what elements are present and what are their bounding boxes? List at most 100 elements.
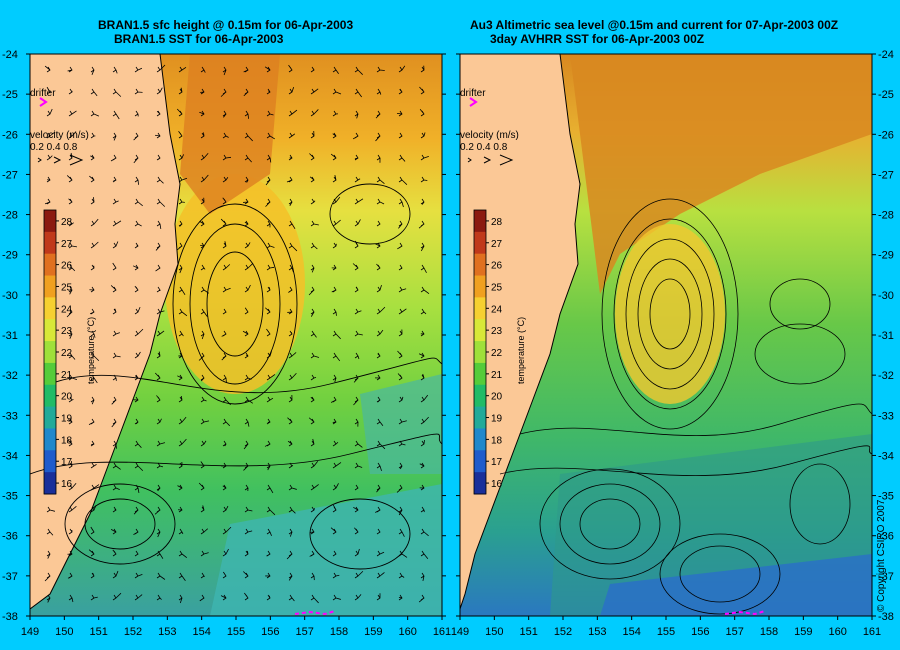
x-tick-label: 161 — [863, 626, 881, 638]
x-tick-label: 150 — [55, 626, 73, 638]
colorbar-swatch — [44, 362, 56, 386]
x-tick-label: 153 — [158, 626, 176, 638]
left-title-line2: BRAN1.5 SST for 06-Apr-2003 — [114, 32, 284, 46]
colorbar-swatch — [474, 362, 486, 386]
colorbar-tick-label: 23 — [491, 326, 503, 337]
x-tick-label: 157 — [295, 626, 313, 638]
y-tick-label: -27 — [2, 169, 18, 181]
colorbar-swatch — [44, 450, 56, 473]
colorbar-swatch — [44, 297, 56, 320]
colorbar-swatch — [44, 253, 56, 277]
left-warm-eddy — [165, 174, 305, 394]
left-velocity-label: velocity (m/s) — [30, 130, 89, 141]
x-tick-label: 155 — [227, 626, 245, 638]
colorbar-tick-label: 24 — [491, 304, 503, 315]
right-velocity-values: 0.2 0.4 0.8 — [460, 142, 508, 153]
right-velocity-label: velocity (m/s) — [460, 130, 519, 141]
right-map-svg: drifter velocity (m/s) 0.2 0.4 0.8 28 27 2… — [460, 54, 872, 616]
x-tick-label: 153 — [588, 626, 606, 638]
x-tick-label: 160 — [398, 626, 416, 638]
left-map-svg: drifter velocity (m/s) 0.2 0.4 0.8 28 27 2… — [30, 54, 442, 616]
colorbar-swatch — [474, 231, 486, 255]
y-tick-label: -34 — [2, 450, 18, 462]
colorbar-tick-label: 16 — [491, 479, 503, 490]
colorbar-tick-label: 22 — [61, 348, 73, 359]
y-tick-label: -25 — [878, 89, 894, 101]
colorbar-swatch — [44, 275, 56, 298]
colorbar-tick-label: 18 — [491, 435, 503, 446]
colorbar-swatch — [474, 472, 486, 495]
x-tick-label: 154 — [192, 626, 210, 638]
colorbar-tick-label: 26 — [491, 261, 503, 272]
x-tick-label: 152 — [554, 626, 572, 638]
colorbar-swatch — [44, 319, 56, 342]
x-tick-label: 156 — [261, 626, 279, 638]
colorbar-tick-label: 21 — [491, 370, 503, 381]
y-tick-label: -28 — [2, 210, 18, 222]
left-velocity-values: 0.2 0.4 0.8 — [30, 142, 78, 153]
x-tick-label: 156 — [691, 626, 709, 638]
colorbar-swatch — [474, 341, 486, 364]
colorbar-swatch — [44, 210, 56, 233]
y-tick-label: -33 — [878, 410, 894, 422]
left-colorbar-label: temperature (°C) — [86, 317, 96, 384]
x-tick-label: 149 — [21, 626, 39, 638]
colorbar-swatch — [474, 210, 486, 233]
y-tick-label: -24 — [878, 49, 894, 61]
y-tick-label: -36 — [2, 531, 18, 543]
x-tick-label: 151 — [519, 626, 537, 638]
colorbar-tick-label: 17 — [491, 457, 503, 468]
colorbar-tick-label: 27 — [491, 239, 503, 250]
colorbar-swatch — [474, 297, 486, 320]
colorbar-tick-label: 25 — [61, 282, 73, 293]
colorbar-tick-label: 19 — [61, 414, 73, 425]
colorbar-swatch — [474, 450, 486, 473]
x-tick-label: 161 — [433, 626, 451, 638]
x-tick-label: 158 — [760, 626, 778, 638]
x-tick-label: 151 — [89, 626, 107, 638]
y-tick-label: -27 — [878, 169, 894, 181]
right-colorbar-label: temperature (°C) — [516, 317, 526, 384]
left-title-line1: BRAN1.5 sfc height @ 0.15m for 06-Apr-20… — [98, 18, 354, 32]
colorbar-tick-label: 26 — [61, 261, 73, 272]
colorbar-swatch — [44, 341, 56, 364]
colorbar-swatch — [474, 428, 486, 451]
x-tick-label: 155 — [657, 626, 675, 638]
colorbar-swatch — [44, 406, 56, 429]
right-title-line1: Au3 Altimetric sea level @0.15m and curr… — [470, 18, 839, 32]
y-tick-label: -31 — [878, 330, 894, 342]
y-tick-label: -35 — [2, 491, 18, 503]
colorbar-swatch — [44, 472, 56, 495]
y-tick-label: -33 — [2, 410, 18, 422]
x-tick-label: 154 — [622, 626, 640, 638]
colorbar-tick-label: 19 — [491, 414, 503, 425]
y-tick-label: -26 — [2, 129, 18, 141]
x-tick-label: 157 — [725, 626, 743, 638]
y-tick-label: -32 — [878, 370, 894, 382]
colorbar-tick-label: 22 — [491, 348, 503, 359]
colorbar-swatch — [474, 275, 486, 298]
colorbar-tick-label: 20 — [61, 392, 73, 403]
x-tick-label: 160 — [828, 626, 846, 638]
right-map-panel: drifter velocity (m/s) 0.2 0.4 0.8 28 27 2… — [460, 54, 872, 616]
y-tick-label: -26 — [878, 129, 894, 141]
y-tick-label: -25 — [2, 89, 18, 101]
colorbar-tick-label: 16 — [61, 479, 73, 490]
y-tick-label: -30 — [878, 290, 894, 302]
colorbar-tick-label: 17 — [61, 457, 73, 468]
y-tick-label: -29 — [2, 250, 18, 262]
colorbar-swatch — [474, 253, 486, 277]
colorbar-tick-label: 28 — [61, 217, 73, 228]
y-tick-label: -37 — [2, 571, 18, 583]
x-tick-label: 149 — [451, 626, 469, 638]
y-tick-label: -38 — [2, 611, 18, 623]
y-tick-label: -31 — [2, 330, 18, 342]
colorbar-swatch — [44, 384, 56, 408]
x-tick-label: 152 — [124, 626, 142, 638]
y-tick-label: -28 — [878, 210, 894, 222]
x-tick-label: 158 — [330, 626, 348, 638]
left-map-panel: drifter velocity (m/s) 0.2 0.4 0.8 28 27 2… — [30, 54, 442, 616]
y-tick-label: -34 — [878, 450, 894, 462]
copyright-notice: © Copyright CSIRO 2007 — [876, 499, 887, 612]
colorbar-swatch — [474, 319, 486, 342]
